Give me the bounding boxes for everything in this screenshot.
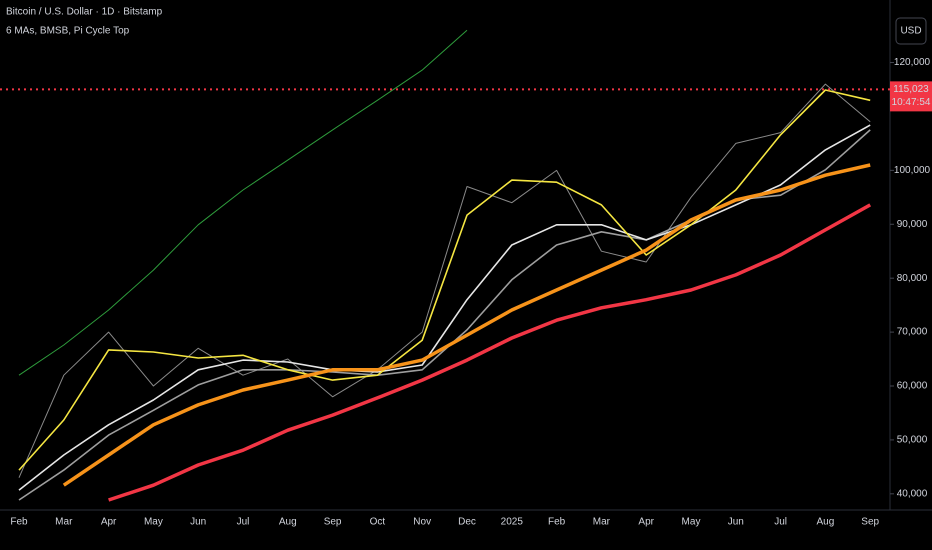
x-tick-label: May xyxy=(144,517,163,528)
y-tick-label: 80,000 xyxy=(897,273,928,284)
last-price-label: 115,023 xyxy=(893,84,929,95)
x-tick-label: Feb xyxy=(548,517,566,528)
x-tick-label: Sep xyxy=(861,517,879,528)
y-tick-label: 70,000 xyxy=(897,327,928,338)
y-tick-label: 120,000 xyxy=(894,57,931,68)
y-tick-label: 50,000 xyxy=(897,435,928,446)
y-tick-label: 60,000 xyxy=(897,381,928,392)
y-tick-label: 40,000 xyxy=(897,488,928,499)
countdown-label: 10:47:54 xyxy=(892,97,931,108)
x-tick-label: Apr xyxy=(638,517,654,528)
x-tick-label: Apr xyxy=(101,517,117,528)
currency-label[interactable]: USD xyxy=(900,26,921,37)
series-line xyxy=(18,83,871,478)
x-tick-label: May xyxy=(682,517,701,528)
x-tick-label: Aug xyxy=(817,517,835,528)
series-line xyxy=(18,29,468,376)
x-tick-label: Feb xyxy=(10,517,28,528)
x-tick-label: Aug xyxy=(279,517,297,528)
x-tick-label: Mar xyxy=(55,517,73,528)
x-tick-label: Oct xyxy=(370,517,386,528)
series-line xyxy=(18,89,871,471)
x-tick-label: Dec xyxy=(458,517,476,528)
x-tick-label: Jul xyxy=(237,517,250,528)
series-line xyxy=(18,124,871,491)
series-line xyxy=(108,203,872,502)
x-tick-label: 2025 xyxy=(501,517,524,528)
x-tick-label: Jun xyxy=(190,517,206,528)
y-tick-label: 90,000 xyxy=(897,219,928,230)
x-tick-label: Nov xyxy=(413,517,431,528)
y-tick-label: 100,000 xyxy=(894,165,931,176)
x-tick-label: Mar xyxy=(593,517,611,528)
indicator-label: 6 MAs, BMSB, Pi Cycle Top xyxy=(6,26,130,37)
series-line xyxy=(62,163,871,487)
last-price-box xyxy=(890,81,932,112)
currency-button[interactable] xyxy=(895,17,927,45)
plot xyxy=(18,29,872,502)
x-tick-label: Jun xyxy=(728,517,744,528)
chart-title: Bitcoin / U.S. Dollar · 1D · Bitstamp xyxy=(6,7,163,18)
x-tick-label: Sep xyxy=(324,517,342,528)
x-tick-label: Jul xyxy=(774,517,787,528)
